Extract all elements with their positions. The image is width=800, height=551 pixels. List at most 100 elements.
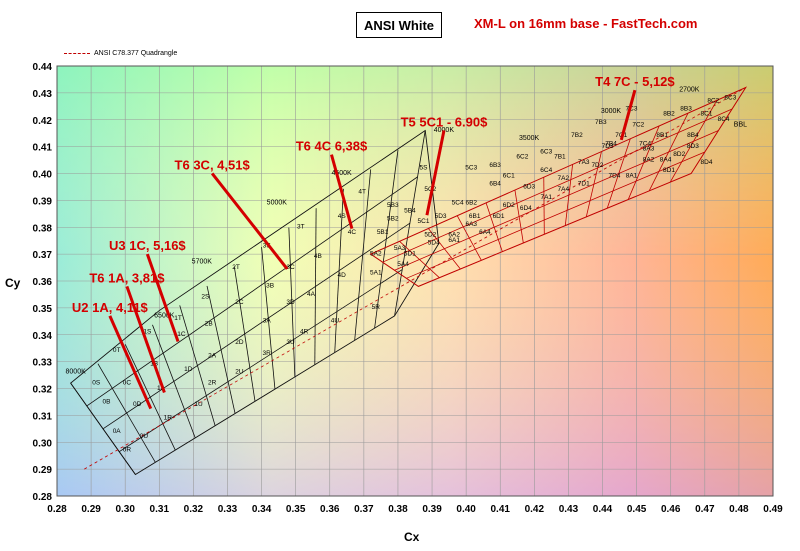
bin-label: 0S (92, 379, 101, 386)
bin-label: 5C1 (418, 218, 430, 225)
y-tick-label: 0.33 (33, 358, 53, 369)
x-tick-label: 0.49 (763, 504, 783, 515)
bin-label: 5R (372, 304, 381, 311)
bin-label: 6D3 (523, 183, 535, 190)
bin-label: 7D1 (578, 181, 590, 188)
bin-label: 8A3 (643, 146, 655, 153)
bin-divider (382, 108, 733, 263)
bin-label: 1U (194, 401, 203, 408)
bin-label: 5C2 (424, 186, 436, 193)
y-tick-label: 0.43 (33, 89, 53, 100)
bin-label: 4A (307, 291, 316, 298)
annotation-arrow (619, 89, 637, 141)
bin-label: 6A1 (448, 237, 460, 244)
x-tick-label: 0.37 (354, 504, 374, 515)
x-tick-label: 0.47 (695, 504, 715, 515)
bin-label: 7A1 (540, 194, 552, 201)
bin-label: 8B2 (663, 111, 675, 118)
bin-label: 0D (133, 401, 142, 408)
bin-label: 5D1 (404, 250, 416, 257)
bin-label: 4B (314, 253, 322, 260)
bin-label: 6C2 (516, 154, 528, 161)
y-tick-label: 0.42 (33, 116, 53, 127)
bin-label: 6C1 (503, 173, 515, 180)
annotation-label: T4 7C - 5,12$ (595, 74, 675, 89)
bin-label: 7A4 (558, 186, 570, 193)
bin-label: 5A1 (370, 269, 382, 276)
cct-label: 4000K (434, 127, 455, 134)
annotation-label: T6 3C, 4,51$ (175, 157, 251, 172)
bin-label: 3T (297, 224, 305, 231)
bin-label: 6D4 (520, 205, 532, 212)
bin-label: 8B1 (656, 132, 668, 139)
bin-label: 0R (123, 447, 132, 454)
bin-label: 8D2 (673, 151, 685, 158)
x-tick-label: 0.48 (729, 504, 749, 515)
bin-divider (102, 222, 411, 430)
y-axis-title: Cy (5, 276, 21, 290)
bin-label: 1S (143, 328, 152, 335)
bin-label: 3R (263, 350, 272, 357)
bin-label: 1D (184, 366, 193, 373)
bin-divider (119, 269, 403, 452)
bin-label: 5B2 (387, 216, 399, 223)
x-tick-label: 0.28 (47, 504, 67, 515)
bin-label: 3C (286, 264, 295, 271)
bin-label: 6A4 (479, 229, 491, 236)
bin-label: 5D2 (424, 232, 436, 239)
bin-label: 5C4 (452, 199, 464, 206)
bin-label: 7C4 (639, 140, 651, 147)
x-tick-label: 0.30 (115, 504, 135, 515)
y-tick-label: 0.40 (33, 170, 53, 181)
bin-label: 7D3 (602, 143, 614, 150)
bin-label: 7B3 (595, 119, 607, 126)
cct-label: 5000K (267, 199, 288, 206)
bin-label: 8D4 (701, 159, 713, 166)
x-tick-label: 0.39 (422, 504, 442, 515)
y-tick-label: 0.39 (33, 196, 53, 207)
bin-divider (406, 151, 705, 279)
bin-label: 4R (300, 328, 309, 335)
bin-label: 2D (235, 339, 244, 346)
y-tick-label: 0.38 (33, 223, 53, 234)
bin-label: 1A (157, 385, 166, 392)
bin-label: 0U (140, 433, 149, 440)
bin-label: 6C3 (540, 148, 552, 155)
x-tick-label: 0.32 (184, 504, 204, 515)
bin-label: 2U (235, 369, 244, 376)
cct-label: BBL (734, 121, 747, 128)
cct-label: 6500K (154, 312, 175, 319)
bin-label: 4S (338, 213, 347, 220)
bin-label: 2C (235, 299, 244, 306)
bin-label: 8D3 (687, 143, 699, 150)
bin-label: 5A3 (394, 245, 406, 252)
bin-label: 4U (331, 318, 340, 325)
bin-label: 3U (286, 339, 295, 346)
annotation-label: U3 1C, 5,16$ (109, 238, 186, 253)
bin-label: 2A (208, 353, 217, 360)
bin-label: 5A2 (370, 250, 382, 257)
bin-label: 4T (358, 189, 366, 196)
cct-label: 3000K (601, 108, 622, 115)
y-tick-label: 0.35 (33, 304, 53, 315)
y-tick-label: 0.32 (33, 385, 53, 396)
bin-label: 0C (123, 379, 132, 386)
series-line (84, 87, 746, 470)
bin-label: 6B1 (469, 213, 481, 220)
bin-label: 5B3 (387, 202, 399, 209)
bin-label: 7A3 (578, 159, 590, 166)
legend: ANSI C78.377 Quadrangle (64, 50, 177, 57)
bin-label: 6B3 (489, 162, 501, 169)
bin-label: 7C3 (626, 105, 638, 112)
x-tick-label: 0.34 (252, 504, 272, 515)
bin-label: 1R (164, 414, 173, 421)
y-tick-label: 0.30 (33, 438, 53, 449)
bin-label: 2B (205, 320, 213, 327)
bin-label: 3D (286, 299, 295, 306)
bin-label: 3S (263, 242, 272, 249)
bin-label: 6D1 (493, 213, 505, 220)
x-axis-title: Cx (404, 530, 420, 544)
bin-label: 8C2 (707, 97, 719, 104)
bin-outline-warm (369, 86, 748, 287)
plot-area-frame (56, 65, 774, 497)
